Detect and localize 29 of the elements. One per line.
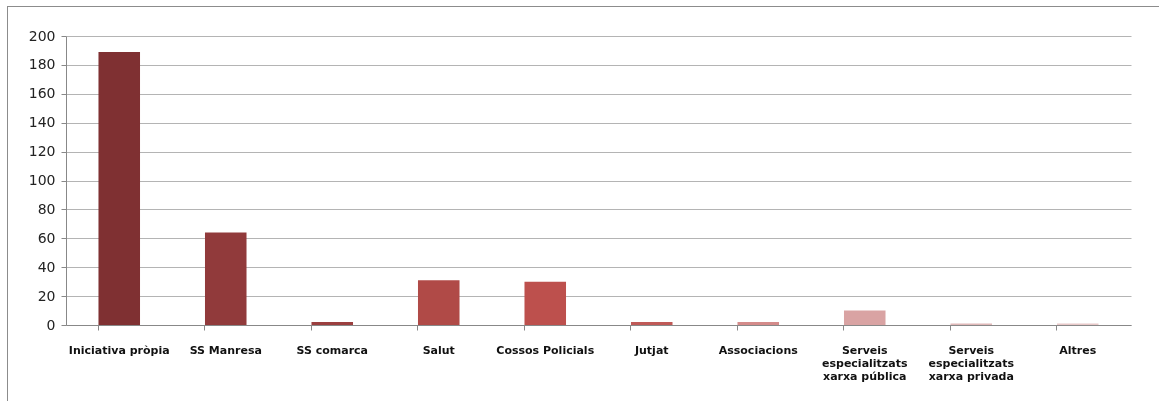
y-tick-label: 60 bbox=[37, 229, 56, 246]
x-tick-label: Serveis especialitzats xarxa privada bbox=[928, 343, 1015, 383]
y-tick-label: 80 bbox=[37, 200, 56, 217]
y-tick-label: 40 bbox=[37, 258, 56, 275]
y-tick-label: 200 bbox=[28, 27, 56, 44]
bar bbox=[630, 322, 673, 325]
x-tick-label: Jutjat bbox=[633, 343, 669, 357]
y-tick-label: 160 bbox=[28, 85, 56, 102]
bar bbox=[524, 281, 567, 325]
bar bbox=[311, 322, 354, 325]
y-tick-label: 120 bbox=[28, 143, 56, 160]
y-tick-label: 180 bbox=[28, 56, 56, 73]
x-tick-label: Altres bbox=[1059, 343, 1097, 357]
y-tick-label: 20 bbox=[37, 287, 56, 304]
x-tick-label: Cossos Policials bbox=[496, 343, 595, 357]
bar bbox=[98, 51, 141, 325]
bar bbox=[417, 280, 460, 325]
x-tick-label: SS Manresa bbox=[189, 343, 262, 357]
x-tick-label: Associacions bbox=[718, 343, 799, 357]
x-tick-label: Serveis especialitzats xarxa pública bbox=[822, 343, 908, 383]
bar bbox=[737, 322, 780, 325]
x-tick-label: Iniciativa pròpia bbox=[68, 343, 170, 357]
x-tick-label: SS comarca bbox=[296, 343, 369, 357]
bar bbox=[204, 232, 247, 325]
bar bbox=[843, 310, 886, 325]
y-tick-label: 140 bbox=[28, 114, 56, 131]
y-tick-label: 100 bbox=[28, 172, 56, 188]
y-tick-label: 0 bbox=[46, 316, 56, 333]
x-tick-label: Salut bbox=[422, 343, 455, 357]
